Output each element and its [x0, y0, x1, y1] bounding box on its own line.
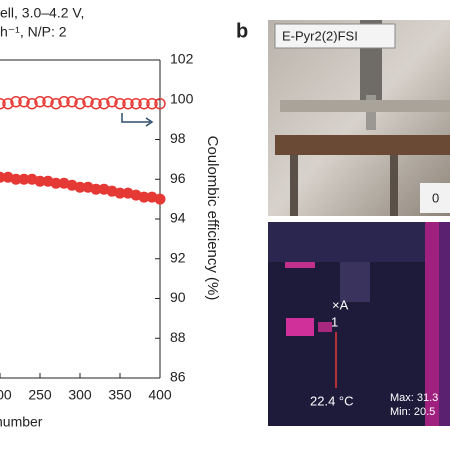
- y-tick-label: 88: [170, 329, 186, 345]
- point: [58, 95, 70, 108]
- point: [138, 97, 150, 110]
- y-tick-label: 96: [170, 170, 186, 186]
- point: [34, 95, 46, 108]
- chart: ell, 3.0–4.2 V, h⁻¹, N/P: 2 86 88 90 92 94 96 98…: [0, 5, 221, 430]
- point: [146, 97, 158, 110]
- y-axis-label: Coulombic efficiency (%): [204, 136, 221, 301]
- point: [2, 97, 14, 110]
- y-tick-label: 98: [170, 130, 186, 146]
- point: [122, 97, 134, 110]
- title-line: h⁻¹, N/P: 2: [0, 24, 67, 40]
- legend-arrow-head: [145, 117, 154, 127]
- x-tick-label: 350: [108, 387, 132, 403]
- point: [114, 97, 126, 110]
- legend-arrow: [121, 113, 150, 123]
- point: [10, 95, 22, 108]
- point: [42, 95, 54, 108]
- point: [50, 97, 62, 110]
- point: [82, 95, 94, 108]
- point: [26, 97, 38, 110]
- y-tick-label: 92: [170, 249, 186, 265]
- point: [74, 97, 86, 110]
- x-tick-label: 250: [28, 387, 52, 403]
- marker-index: 1: [331, 314, 338, 329]
- photo: [268, 20, 450, 216]
- y-tick-label: 102: [170, 51, 194, 67]
- panel-label: b: [236, 20, 248, 42]
- y-tick-label: 86: [170, 369, 186, 385]
- point: [18, 95, 30, 108]
- y-tick-label: 100: [170, 90, 194, 106]
- max-temp: Max: 31.3: [390, 392, 438, 404]
- marker-label: ×A: [332, 297, 349, 312]
- x-tick-label: 300: [68, 387, 92, 403]
- x-axis-label: number: [0, 414, 43, 430]
- y-tick-label: 94: [170, 210, 186, 226]
- y-tick-label: 90: [170, 289, 186, 305]
- title-line: ell, 3.0–4.2 V,: [0, 5, 84, 21]
- x-tick-label: 200: [0, 387, 12, 403]
- photo-label: E-Pyr2(2)FSI: [282, 28, 358, 43]
- point: [90, 97, 102, 110]
- x-tick-label: 400: [148, 387, 172, 403]
- point: [0, 97, 6, 110]
- point: [66, 95, 78, 108]
- point: [98, 97, 110, 110]
- point: [154, 193, 166, 205]
- thermal-image: [268, 222, 450, 426]
- point: [130, 97, 142, 110]
- corner-text: 0: [432, 190, 439, 205]
- point: [154, 97, 166, 110]
- min-temp: Min: 20.5: [390, 406, 435, 418]
- temperature: 22.4 °C: [310, 393, 354, 408]
- point: [106, 95, 118, 108]
